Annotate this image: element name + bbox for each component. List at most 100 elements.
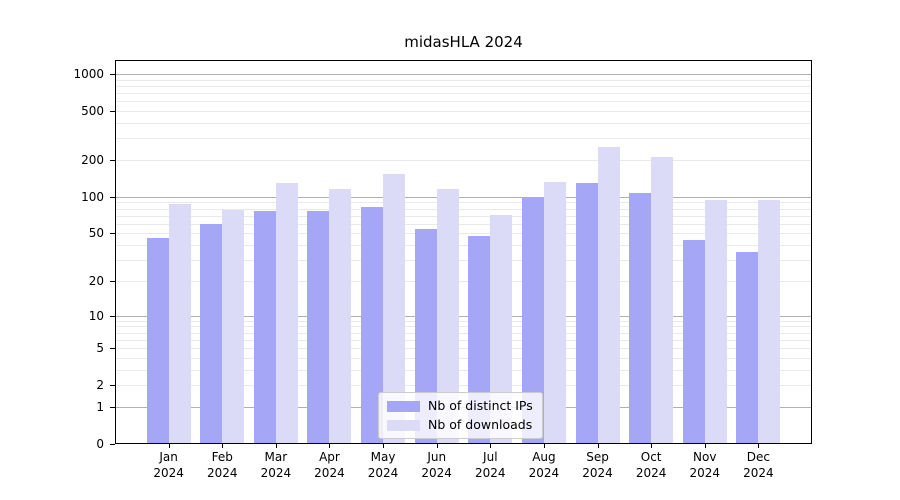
gridline-3 — [116, 369, 811, 371]
plot-area — [115, 60, 812, 444]
ytick-mark-100 — [110, 196, 115, 198]
gridline-300 — [116, 138, 811, 140]
ytick-label-1000: 1000 — [73, 67, 104, 82]
bar-distinct-ips-nov — [682, 240, 705, 444]
xtick-mark-apr — [329, 444, 331, 448]
legend-swatch-distinct-ips — [387, 400, 420, 412]
legend: Nb of distinct IPs Nb of downloads — [378, 392, 543, 439]
xtick-label-aug: Aug 2024 — [528, 450, 560, 480]
gridline-6 — [116, 339, 811, 341]
xtick-mark-aug — [543, 444, 545, 448]
legend-label-downloads: Nb of downloads — [428, 417, 533, 432]
bar-downloads-may — [383, 173, 406, 444]
xtick-label-apr: Apr 2024 — [314, 450, 345, 480]
gridline-700 — [116, 93, 811, 95]
bar-downloads-aug — [543, 182, 566, 444]
xtick-mark-nov — [704, 444, 706, 448]
ytick-label-2: 2 — [96, 378, 104, 393]
legend-swatch-downloads — [387, 419, 420, 431]
bar-downloads-feb — [222, 210, 245, 444]
bar-distinct-ips-jul — [468, 235, 491, 444]
gridline-5 — [116, 348, 811, 350]
xtick-label-sep: Sep 2024 — [582, 450, 613, 480]
bar-distinct-ips-mar — [253, 210, 276, 444]
bar-distinct-ips-oct — [629, 192, 652, 444]
xtick-label-may: May 2024 — [367, 450, 399, 480]
gridline-800 — [116, 85, 811, 87]
gridline-4 — [116, 357, 811, 359]
ytick-label-0: 0 — [96, 437, 104, 451]
bar-downloads-apr — [329, 188, 352, 444]
bar-distinct-ips-sep — [575, 182, 598, 444]
gridline-600 — [116, 101, 811, 103]
ytick-mark-2 — [110, 385, 115, 387]
ytick-mark-0 — [110, 444, 115, 445]
gridline-200 — [116, 160, 811, 162]
gridline-8 — [116, 326, 811, 328]
xtick-mark-oct — [651, 444, 653, 448]
gridline-20 — [116, 280, 811, 282]
ytick-label-500: 500 — [81, 104, 104, 119]
gridline-30 — [116, 260, 811, 262]
xtick-mark-may — [383, 444, 385, 448]
gridline-90 — [116, 202, 811, 204]
bar-downloads-nov — [704, 200, 727, 444]
gridline-9 — [116, 320, 811, 322]
legend-label-distinct-ips: Nb of distinct IPs — [428, 398, 533, 413]
gridline-1000 — [116, 74, 811, 76]
gridline-10 — [116, 315, 811, 317]
ytick-mark-1 — [110, 406, 115, 408]
bar-distinct-ips-jan — [146, 237, 169, 444]
bar-distinct-ips-apr — [307, 211, 330, 444]
ytick-label-100: 100 — [81, 189, 104, 204]
ytick-mark-50 — [110, 233, 115, 235]
xtick-mark-feb — [222, 444, 224, 448]
xtick-label-nov: Nov 2024 — [689, 450, 721, 480]
gridline-2 — [116, 385, 811, 387]
xtick-mark-mar — [275, 444, 277, 448]
ytick-mark-1000 — [110, 74, 115, 76]
bar-downloads-jan — [168, 204, 191, 444]
bar-distinct-ips-feb — [200, 223, 223, 444]
bar-distinct-ips-may — [361, 206, 384, 444]
xtick-label-jan: Jan 2024 — [153, 450, 184, 480]
legend-item-downloads: Nb of downloads — [387, 418, 533, 432]
xtick-label-dec: Dec 2024 — [743, 450, 774, 480]
gridline-900 — [116, 79, 811, 81]
bar-downloads-sep — [597, 146, 620, 444]
ytick-label-10: 10 — [88, 308, 104, 323]
ytick-label-1: 1 — [96, 399, 104, 414]
xtick-mark-jun — [436, 444, 438, 448]
ytick-label-50: 50 — [88, 226, 104, 241]
bar-downloads-oct — [651, 156, 674, 444]
bar-distinct-ips-aug — [521, 197, 544, 444]
ytick-label-200: 200 — [81, 153, 104, 168]
xtick-label-jun: Jun 2024 — [421, 450, 452, 480]
ytick-mark-500 — [110, 111, 115, 113]
legend-item-distinct-ips: Nb of distinct IPs — [387, 399, 533, 413]
bar-downloads-dec — [758, 199, 781, 444]
bar-distinct-ips-jun — [414, 229, 437, 444]
chart-title: midasHLA 2024 — [404, 33, 523, 51]
gridline-80 — [116, 208, 811, 210]
bar-downloads-jul — [490, 214, 513, 444]
xtick-label-mar: Mar 2024 — [260, 450, 292, 480]
xtick-mark-sep — [597, 444, 599, 448]
bar-distinct-ips-dec — [736, 252, 759, 444]
gridline-7 — [116, 332, 811, 334]
bar-downloads-mar — [275, 183, 298, 444]
gridline-70 — [116, 215, 811, 217]
ytick-mark-20 — [110, 280, 115, 282]
xtick-label-oct: Oct 2024 — [635, 450, 667, 480]
gridline-50 — [116, 233, 811, 235]
ytick-mark-5 — [110, 348, 115, 350]
ytick-mark-10 — [110, 315, 115, 317]
xtick-label-feb: Feb 2024 — [206, 450, 238, 480]
xtick-label-jul: Jul 2024 — [475, 450, 506, 480]
gridline-60 — [116, 223, 811, 225]
xtick-mark-dec — [758, 444, 760, 448]
gridline-40 — [116, 245, 811, 247]
xtick-mark-jul — [490, 444, 492, 448]
ytick-label-5: 5 — [96, 341, 104, 356]
